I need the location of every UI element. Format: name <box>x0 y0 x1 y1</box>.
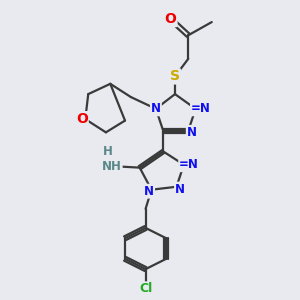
Text: N: N <box>175 183 185 196</box>
Text: N: N <box>187 126 197 139</box>
Text: N: N <box>144 185 154 198</box>
Text: =N: =N <box>191 102 211 115</box>
Text: =N: =N <box>179 158 199 171</box>
Text: Cl: Cl <box>139 282 152 295</box>
Text: O: O <box>165 12 176 26</box>
Text: N: N <box>151 102 161 115</box>
Text: O: O <box>76 112 88 126</box>
Text: H: H <box>102 145 112 158</box>
Text: S: S <box>170 70 180 83</box>
Text: NH: NH <box>102 160 122 173</box>
